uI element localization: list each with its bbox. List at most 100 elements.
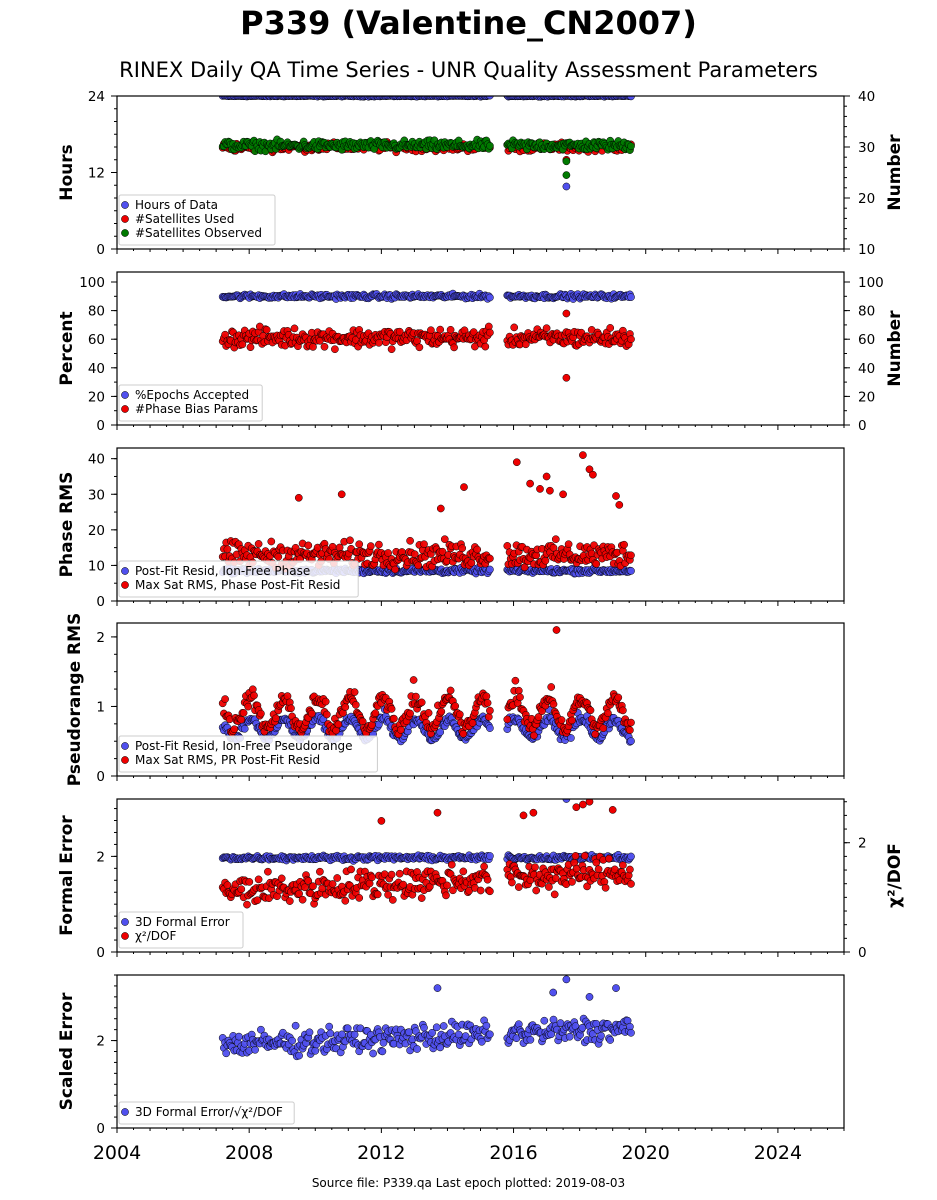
x-tick-label: 2024 bbox=[754, 1142, 802, 1164]
data-point bbox=[322, 710, 331, 719]
data-point bbox=[516, 693, 524, 702]
data-point bbox=[605, 854, 613, 863]
data-point bbox=[387, 870, 396, 879]
data-point bbox=[503, 715, 512, 724]
x-tick-label: 2004 bbox=[93, 1142, 141, 1164]
data-point bbox=[608, 806, 617, 814]
data-point bbox=[597, 1031, 605, 1040]
legend-label: 3D Formal Error/√χ²/DOF bbox=[135, 1105, 283, 1119]
data-point bbox=[440, 535, 449, 544]
y2-tick-label: 0 bbox=[858, 418, 867, 434]
series-4-2 bbox=[218, 626, 635, 740]
data-point bbox=[417, 698, 426, 707]
data-point bbox=[486, 706, 494, 715]
data-point bbox=[514, 686, 523, 695]
data-point bbox=[510, 323, 519, 332]
legend-4: Post-Fit Resid, Ion-Free PseudorangeMax … bbox=[118, 735, 378, 773]
data-point bbox=[484, 713, 493, 721]
data-point bbox=[373, 890, 382, 899]
data-point bbox=[521, 340, 530, 349]
data-point bbox=[568, 878, 576, 886]
data-point bbox=[335, 543, 344, 552]
data-point bbox=[585, 799, 594, 806]
legend-marker bbox=[121, 567, 129, 575]
data-point bbox=[387, 705, 396, 713]
data-point bbox=[551, 535, 560, 544]
y2-axis-label: Number bbox=[885, 134, 905, 211]
data-point bbox=[338, 1030, 346, 1039]
data-point bbox=[627, 880, 635, 888]
data-point bbox=[443, 881, 451, 890]
data-point bbox=[387, 345, 396, 354]
data-point bbox=[318, 884, 327, 893]
y-tick-label: 0 bbox=[96, 242, 105, 258]
data-point bbox=[564, 540, 573, 549]
data-point bbox=[333, 874, 342, 882]
data-point bbox=[531, 863, 539, 872]
data-point bbox=[290, 324, 299, 333]
y-tick-label: 60 bbox=[88, 332, 105, 348]
x-tick-label: 2008 bbox=[225, 1142, 273, 1164]
data-point bbox=[366, 542, 375, 550]
data-point bbox=[627, 335, 635, 344]
data-point bbox=[355, 540, 364, 549]
data-point bbox=[251, 1045, 259, 1054]
data-point bbox=[482, 1021, 491, 1030]
data-point bbox=[390, 714, 398, 723]
data-point bbox=[562, 975, 571, 984]
data-point bbox=[446, 686, 455, 695]
legend-1: Hours of Data#Satellites Used#Satellites… bbox=[118, 194, 276, 246]
data-point bbox=[304, 877, 313, 885]
x-tick-label: 2012 bbox=[357, 1142, 405, 1164]
panel-6-points bbox=[218, 975, 635, 1061]
legend-marker bbox=[121, 229, 129, 237]
data-point bbox=[486, 554, 494, 563]
data-point bbox=[455, 710, 464, 719]
data-point bbox=[420, 1023, 428, 1032]
data-point bbox=[477, 1037, 486, 1046]
data-point bbox=[557, 716, 566, 724]
data-point bbox=[565, 1032, 574, 1041]
legend-box bbox=[118, 735, 378, 773]
source-footer: Source file: P339.qa Last epoch plotted:… bbox=[311, 1176, 626, 1190]
data-point bbox=[341, 703, 350, 711]
data-point bbox=[550, 890, 559, 899]
data-point bbox=[476, 886, 485, 895]
data-point bbox=[388, 896, 397, 904]
data-point bbox=[244, 702, 253, 711]
data-point bbox=[458, 544, 467, 553]
legend-marker bbox=[121, 405, 129, 413]
data-point bbox=[346, 536, 354, 545]
data-point bbox=[571, 852, 580, 860]
data-point bbox=[238, 340, 247, 349]
data-point bbox=[321, 697, 330, 706]
legend-label: %Epochs Accepted bbox=[135, 388, 249, 402]
data-point bbox=[541, 556, 550, 565]
y-axis-label: Hours bbox=[57, 144, 77, 201]
panel-5-points bbox=[218, 799, 635, 909]
y-tick-label: 20 bbox=[88, 389, 105, 405]
y-tick-label: 2 bbox=[96, 1034, 105, 1050]
y-tick-label: 0 bbox=[96, 1121, 105, 1137]
data-point bbox=[604, 709, 612, 718]
panel-4-points bbox=[218, 626, 635, 746]
y2-tick-label: 20 bbox=[858, 389, 875, 405]
y-tick-label: 30 bbox=[88, 487, 105, 503]
data-point bbox=[395, 327, 404, 336]
data-point bbox=[483, 875, 492, 884]
data-point bbox=[572, 803, 581, 812]
data-point bbox=[583, 882, 591, 891]
legend-marker bbox=[121, 581, 129, 589]
data-point bbox=[294, 493, 303, 502]
data-point bbox=[486, 887, 494, 896]
legend-marker bbox=[121, 756, 129, 764]
y2-tick-label: 80 bbox=[858, 304, 875, 320]
data-point bbox=[562, 182, 571, 191]
legend-box bbox=[118, 194, 276, 246]
data-point bbox=[371, 709, 380, 718]
legend-marker bbox=[121, 215, 129, 223]
data-point bbox=[406, 536, 414, 545]
panel-1-points bbox=[218, 96, 635, 191]
data-point bbox=[355, 894, 364, 902]
